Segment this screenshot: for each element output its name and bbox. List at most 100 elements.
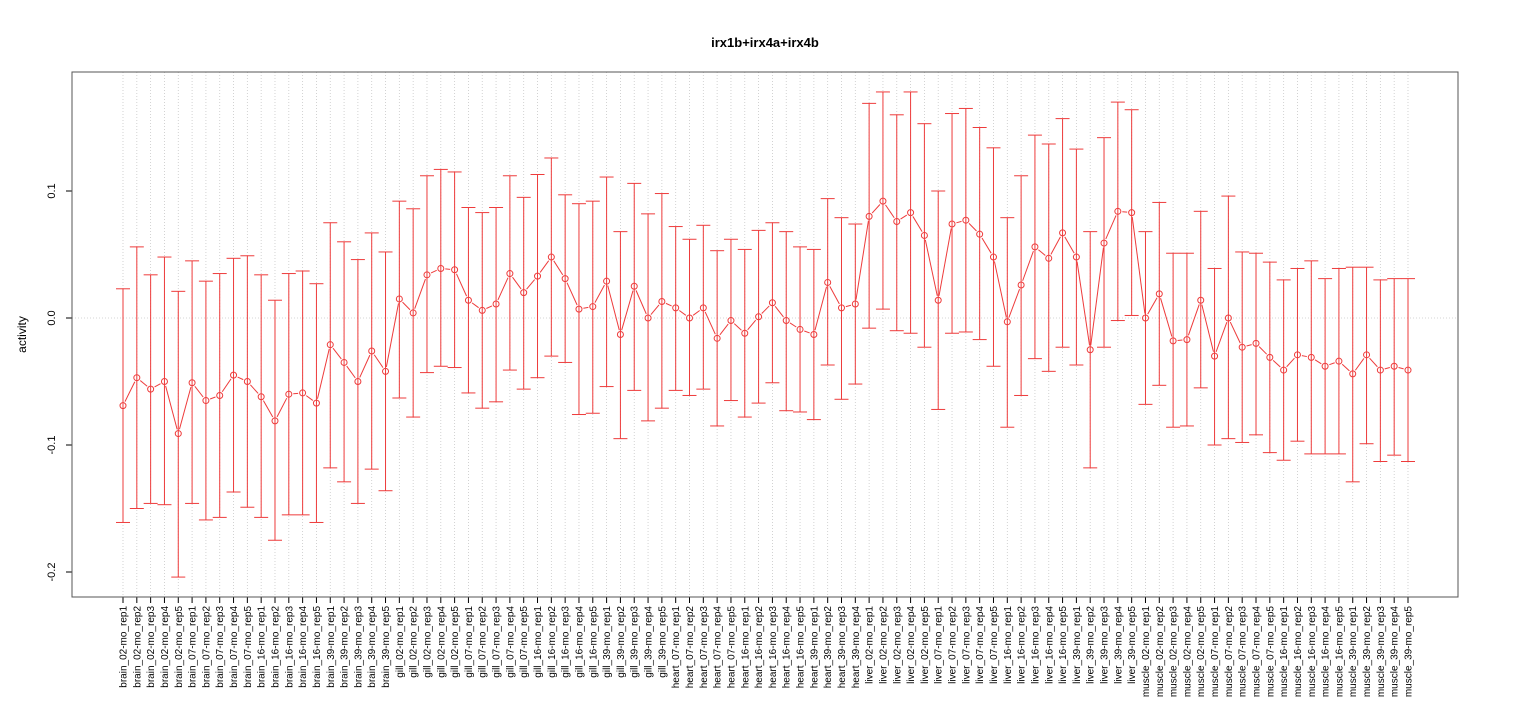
error-bar xyxy=(1166,252,1181,428)
error-bar xyxy=(309,283,324,523)
series-line-segment xyxy=(1286,357,1295,368)
error-bar xyxy=(654,193,669,409)
y-tick-label: 0.1 xyxy=(46,183,58,198)
series-line-segment xyxy=(871,204,881,214)
series-line-segment xyxy=(1105,215,1117,240)
x-tick-label: liver_02-mo_rep1 xyxy=(865,606,876,684)
x-tick-label: muscle_39-mo_rep4 xyxy=(1390,606,1401,698)
x-tick-label: muscle_02-mo_rep5 xyxy=(1196,606,1207,698)
series-line-segment xyxy=(456,273,468,297)
error-bar xyxy=(378,251,393,492)
series-line-segment xyxy=(124,381,136,402)
series-line-segment xyxy=(1341,363,1350,372)
x-tick-label: heart_07-mo_rep5 xyxy=(726,606,737,689)
series-line-segment xyxy=(1022,250,1034,281)
error-bar xyxy=(240,255,255,508)
x-tick-label: muscle_07-mo_rep3 xyxy=(1238,606,1249,698)
x-tick-label: brain_02-mo_rep4 xyxy=(160,606,171,688)
series-line-segment xyxy=(1329,362,1335,366)
series-line-segment xyxy=(1246,344,1252,347)
error-bar xyxy=(1000,217,1015,428)
error-bar xyxy=(1069,148,1084,366)
x-tick-label: gill_39-mo_rep3 xyxy=(630,606,641,678)
data-point xyxy=(437,264,445,272)
series-line-segment xyxy=(1131,216,1146,314)
x-tick-label: gill_07-mo_rep4 xyxy=(505,606,516,678)
data-point xyxy=(1100,239,1108,247)
series-line-segment xyxy=(679,310,687,316)
series-line-segment xyxy=(829,286,840,305)
data-point xyxy=(727,317,735,325)
data-point xyxy=(1238,343,1246,351)
x-tick-label: liver_39-mo_rep3 xyxy=(1100,606,1111,684)
series-line-segment xyxy=(194,386,204,398)
series-line-segment xyxy=(402,301,411,311)
data-point xyxy=(1376,366,1384,374)
x-tick-label: liver_07-mo_rep3 xyxy=(961,606,972,684)
series-line-segment xyxy=(346,365,356,379)
data-point xyxy=(382,367,390,375)
data-point xyxy=(119,402,127,410)
error-bar xyxy=(406,208,421,418)
series-line-segment xyxy=(178,386,192,430)
series-line-segment xyxy=(430,269,437,274)
data-point xyxy=(174,430,182,438)
error-bar xyxy=(295,270,310,516)
error-bar xyxy=(599,176,614,388)
series-line-segment xyxy=(938,228,952,296)
series-line-segment xyxy=(993,261,1007,318)
data-point xyxy=(1045,254,1053,262)
x-tick-label: muscle_39-mo_rep1 xyxy=(1348,606,1359,698)
x-tick-label: heart_16-mo_rep4 xyxy=(782,606,793,689)
data-point xyxy=(188,379,196,387)
x-tick-label: brain_39-mo_rep2 xyxy=(340,606,351,688)
error-bar xyxy=(875,91,890,310)
data-point xyxy=(1252,339,1260,347)
x-tick-label: muscle_02-mo_rep1 xyxy=(1141,606,1152,698)
series-line-segment xyxy=(814,286,828,331)
series-line-segment xyxy=(885,204,895,219)
series-line-segment xyxy=(414,278,426,309)
error-bar xyxy=(986,147,1001,367)
series-line-segment xyxy=(692,310,700,316)
x-tick-label: muscle_16-mo_rep4 xyxy=(1321,606,1332,698)
error-bar xyxy=(737,248,752,418)
x-tick-label: heart_16-mo_rep1 xyxy=(740,606,751,689)
x-tick-label: liver_02-mo_rep3 xyxy=(892,606,903,684)
data-point xyxy=(1363,351,1371,359)
data-point xyxy=(423,271,431,279)
x-tick-label: muscle_07-mo_rep5 xyxy=(1265,606,1276,698)
error-bar xyxy=(226,257,241,493)
data-point xyxy=(837,304,845,312)
error-bar xyxy=(337,241,352,483)
data-point xyxy=(782,317,790,325)
error-bar xyxy=(171,290,186,578)
x-tick-label: muscle_16-mo_rep5 xyxy=(1334,606,1345,698)
series-line-segment xyxy=(250,384,259,394)
data-point xyxy=(147,385,155,393)
data-point xyxy=(948,220,956,228)
error-bar xyxy=(641,213,656,422)
series-line-segment xyxy=(332,347,342,360)
data-point xyxy=(1031,243,1039,251)
error-bar xyxy=(198,280,213,521)
data-point xyxy=(796,325,804,333)
series-line-segment xyxy=(635,290,647,315)
x-tick-label: heart_16-mo_rep2 xyxy=(754,606,765,689)
x-tick-label: muscle_39-mo_rep3 xyxy=(1376,606,1387,698)
data-point xyxy=(603,277,611,285)
x-tick-label: liver_07-mo_rep2 xyxy=(948,606,959,684)
error-bar xyxy=(1152,201,1167,386)
data-point xyxy=(561,275,569,283)
data-point xyxy=(409,309,417,317)
series-line-segment xyxy=(139,380,148,387)
series-line-segment xyxy=(276,397,288,418)
x-tick-label: brain_39-mo_rep4 xyxy=(367,606,378,688)
series-line-segment xyxy=(221,378,232,393)
x-tick-label: liver_39-mo_rep5 xyxy=(1127,606,1138,684)
data-point xyxy=(1155,290,1163,298)
error-bar xyxy=(765,222,780,384)
x-tick-label: gill_39-mo_rep2 xyxy=(616,606,627,678)
data-point xyxy=(1280,366,1288,374)
data-point xyxy=(907,209,915,217)
